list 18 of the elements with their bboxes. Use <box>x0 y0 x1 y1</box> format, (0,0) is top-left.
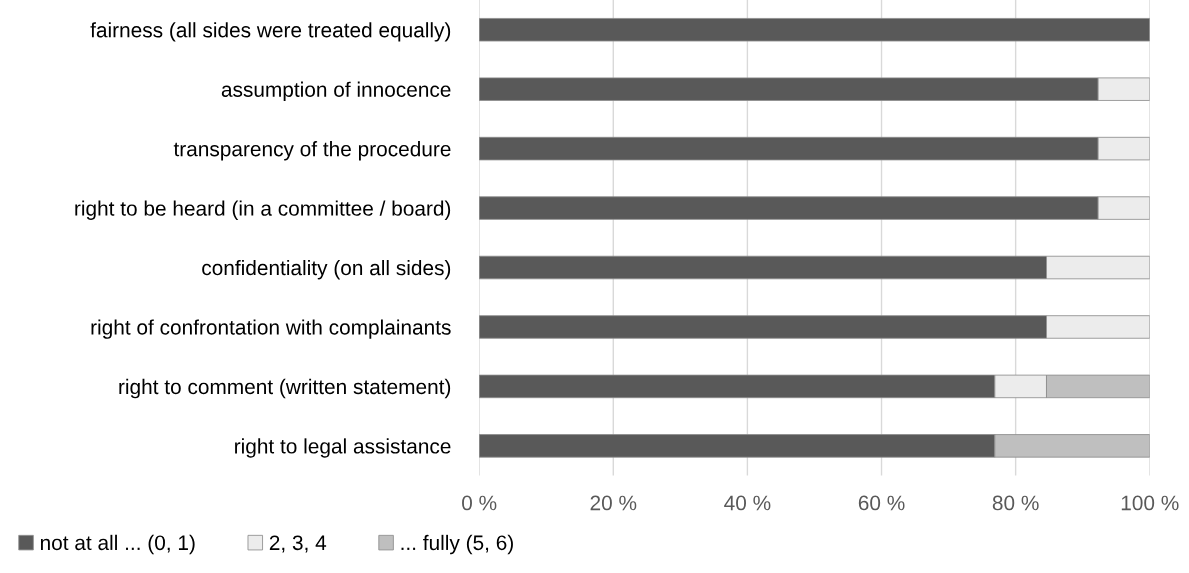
y-tick-label: right of confrontation with complainants <box>91 319 451 339</box>
x-tick-label: 80 % <box>992 495 1039 511</box>
x-tick-label: 20 % <box>590 495 637 511</box>
y-tick-label: right to legal assistance <box>235 438 451 458</box>
x-tick-label: 100 % <box>1121 495 1179 511</box>
bar <box>479 18 1150 42</box>
legend-label: ... fully (5, 6) <box>401 534 513 555</box>
y-tick-label: right to comment (written statement) <box>119 378 451 399</box>
y-tick-label: right to be heard (in a committee / board) <box>75 200 451 220</box>
x-tick-label: 0 % <box>462 495 497 511</box>
legend-label: not at all ... (0, 1) <box>40 534 195 555</box>
y-tick-label: transparency of the procedure <box>173 141 451 161</box>
legend-label: 2, 3, 4 <box>269 535 327 553</box>
x-tick-label: 40 % <box>724 495 771 511</box>
x-tick-label: 60 % <box>858 495 905 511</box>
y-tick-label: assumption of innocence <box>221 81 451 102</box>
y-tick-label: confidentiality (on all sides) <box>202 259 451 280</box>
y-tick-label: fairness (all sides were treated equally) <box>90 22 451 42</box>
